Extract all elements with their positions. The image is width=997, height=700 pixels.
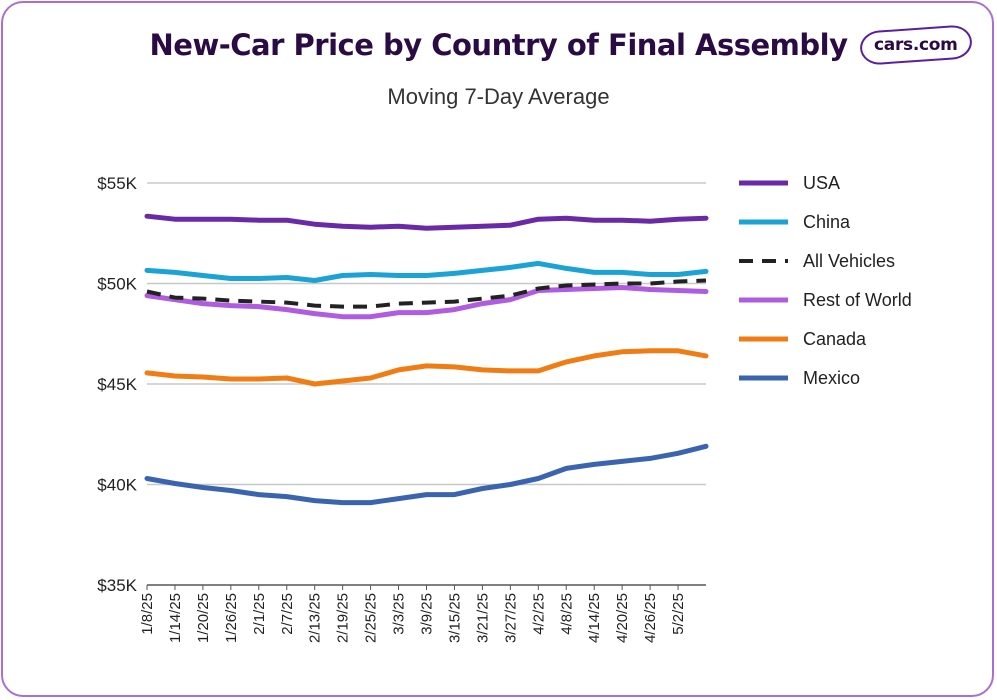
x-tick-label: 2/7/25 — [279, 593, 296, 635]
x-axis: 1/8/25 1/14/25 1/20/25 1/26/25 2/1/25 2/7/25 2… — [139, 585, 687, 643]
x-tick-label: 2/1/25 — [251, 593, 268, 635]
x-tick-label: 1/20/25 — [195, 593, 212, 643]
x-tick-label: 3/27/25 — [502, 593, 519, 643]
legend-label-usa: USA — [803, 173, 840, 193]
series-line-usa — [144, 213, 709, 231]
legend-label-china: China — [803, 212, 851, 232]
series-line-all-vehicles — [146, 278, 707, 309]
x-tick-label: 3/21/25 — [474, 593, 491, 643]
chart-title: New-Car Price by Country of Final Assemb… — [149, 28, 848, 62]
x-tick-label: 1/26/25 — [223, 593, 240, 643]
y-tick-label: $50K — [97, 275, 137, 294]
y-tick-label: $40K — [97, 476, 137, 495]
x-tick-label: 4/2/25 — [530, 593, 547, 635]
x-tick-label: 5/2/25 — [670, 593, 687, 635]
x-tick-label: 4/26/25 — [642, 593, 659, 643]
legend: USA China All Vehicles Rest of World Canada M… — [739, 173, 912, 388]
legend-label-all-vehicles: All Vehicles — [803, 251, 895, 271]
x-tick-label: 4/14/25 — [586, 593, 603, 643]
gridlines — [147, 182, 706, 586]
chart-subtitle: Moving 7-Day Average — [387, 84, 610, 109]
x-tick-label: 1/8/25 — [139, 593, 156, 635]
y-tick-label: $35K — [97, 576, 137, 595]
x-tick-label: 3/3/25 — [391, 593, 408, 635]
series-line-canada — [144, 348, 709, 387]
series-lines — [144, 213, 709, 506]
legend-label-canada: Canada — [803, 329, 867, 349]
x-tick-label: 4/8/25 — [558, 593, 575, 635]
x-tick-label: 2/13/25 — [307, 593, 324, 643]
series-line-mexico — [144, 443, 709, 506]
x-tick-label: 2/25/25 — [363, 593, 380, 643]
y-tick-label: $45K — [97, 375, 137, 394]
legend-label-mexico: Mexico — [803, 368, 860, 388]
x-tick-label: 3/15/25 — [446, 593, 463, 643]
x-tick-label: 1/14/25 — [167, 593, 184, 643]
series-line-rest-of-world — [144, 285, 709, 320]
x-tick-label: 4/20/25 — [614, 593, 631, 643]
legend-label-rest-of-world: Rest of World — [803, 290, 912, 310]
series-line-china — [144, 260, 709, 283]
y-tick-label: $55K — [97, 174, 137, 193]
y-axis: $35K $40K $45K $50K $55K — [97, 174, 137, 595]
x-tick-label: 3/9/25 — [419, 593, 436, 635]
x-tick-label: 2/19/25 — [335, 593, 352, 643]
